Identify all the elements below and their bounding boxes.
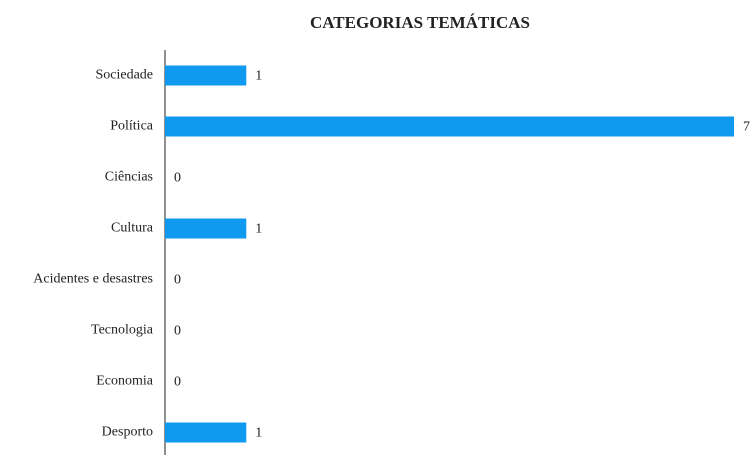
y-tick-label: Economia [96, 374, 154, 389]
bar [165, 65, 247, 86]
y-tick-label: Cultura [111, 221, 154, 236]
y-tick-label: Desporto [102, 425, 153, 440]
value-label: 7 [743, 120, 750, 135]
y-tick-label: Política [110, 119, 154, 134]
value-label: 1 [255, 69, 262, 84]
value-label: 0 [174, 273, 181, 288]
value-label: 0 [174, 171, 181, 186]
y-tick-label: Sociedade [95, 68, 153, 83]
value-label: 0 [174, 324, 181, 339]
value-label: 0 [174, 375, 181, 390]
bar [165, 218, 247, 239]
y-tick-label: Ciências [105, 170, 153, 185]
value-label: 1 [255, 426, 262, 441]
chart-title: CATEGORIAS TEMÁTICAS [310, 13, 530, 32]
value-label: 1 [255, 222, 262, 237]
bar [165, 116, 734, 137]
bar [165, 422, 247, 443]
y-tick-label: Tecnologia [91, 323, 154, 338]
y-tick-label: Acidentes e desastres [33, 272, 153, 287]
